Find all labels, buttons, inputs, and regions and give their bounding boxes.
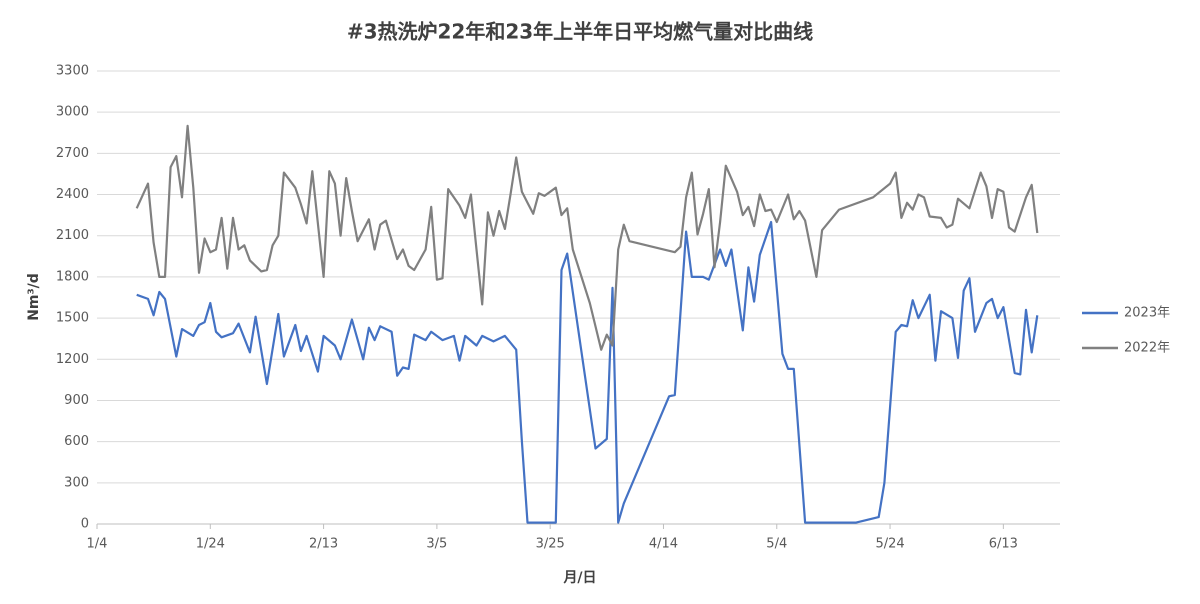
y-axis-title: Nm³/d: [26, 273, 42, 321]
y-tick-label: 3300: [56, 64, 89, 79]
x-tick-label: 4/14: [649, 537, 678, 552]
y-tick-label: 300: [64, 475, 89, 490]
y-tick-label: 600: [64, 434, 89, 449]
chart-title: #3热洗炉22年和23年上半年日平均燃气量对比曲线: [347, 20, 813, 44]
x-tick-label: 3/5: [426, 537, 447, 552]
legend-label: 2023年: [1124, 306, 1170, 321]
x-tick-label: 5/24: [875, 537, 904, 552]
line-series: [135, 124, 1039, 351]
y-tick-label: 900: [64, 393, 89, 408]
x-tick-label: 3/25: [536, 537, 565, 552]
y-tick-label: 1500: [56, 311, 89, 326]
y-tick-label: 0: [81, 517, 89, 532]
x-tick-label: 1/24: [196, 537, 225, 552]
x-axis-title: 月/日: [562, 570, 596, 586]
y-tick-label: 3000: [56, 105, 89, 120]
x-tick-label: 6/13: [989, 537, 1018, 552]
y-tick-label: 1800: [56, 269, 89, 284]
y-tick-label: 2700: [56, 146, 89, 161]
legend-label: 2022年: [1124, 341, 1170, 356]
x-tick-label: 5/4: [766, 537, 787, 552]
y-tick-label: 2400: [56, 187, 89, 202]
y-tick-label: 2100: [56, 228, 89, 243]
x-tick-label: 1/4: [87, 537, 108, 552]
line-series: [136, 220, 1039, 524]
y-tick-label: 1200: [56, 352, 89, 367]
x-tick-label: 2/13: [309, 537, 338, 552]
